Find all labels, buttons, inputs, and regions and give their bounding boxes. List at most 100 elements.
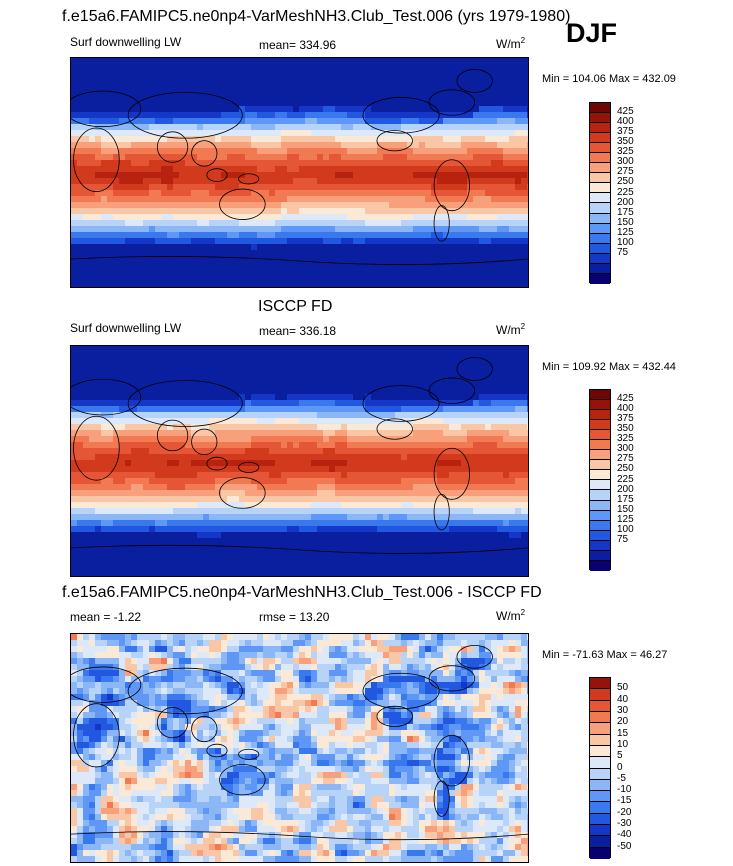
map-cell: [347, 232, 354, 239]
map-cell: [527, 172, 528, 179]
map-cell: [83, 124, 90, 131]
map-cell: [431, 112, 438, 119]
map-cell: [335, 208, 342, 215]
map-cell: [299, 94, 306, 101]
map-cell: [521, 244, 528, 251]
map-cell: [161, 364, 168, 371]
map-cell: [167, 70, 174, 77]
map-cell: [215, 76, 222, 83]
map-cell: [365, 232, 372, 239]
map-cell: [143, 70, 150, 77]
map-cell: [323, 166, 330, 173]
map-cell: [263, 490, 270, 497]
map-cell: [335, 376, 342, 383]
map-cell: [485, 148, 492, 155]
map-cell: [101, 262, 108, 269]
map-cell: [347, 274, 354, 281]
map-cell: [383, 64, 390, 71]
map-cell: [383, 430, 390, 437]
map-cell: [473, 124, 480, 131]
map-cell: [173, 376, 180, 383]
map-cell: [491, 196, 498, 203]
map-cell: [233, 166, 240, 173]
map-cell: [293, 244, 300, 251]
map-cell: [485, 82, 492, 89]
map-cell: [113, 256, 120, 263]
map-cell: [167, 250, 174, 257]
map-cell: [317, 94, 324, 101]
map-cell: [77, 202, 84, 209]
map-cell: [509, 490, 516, 497]
map-cell: [401, 58, 408, 65]
map-cell: [131, 154, 138, 161]
map-cell: [95, 400, 102, 407]
map-cell: [209, 490, 216, 497]
map-cell: [239, 244, 246, 251]
map-cell: [161, 370, 168, 377]
map-cell: [95, 76, 102, 83]
map-cell: [431, 442, 438, 449]
map-cell: [497, 406, 504, 413]
map-cell: [377, 232, 384, 239]
map-cell: [371, 376, 378, 383]
map-cell: [329, 394, 336, 401]
map-cell: [101, 82, 108, 89]
map-cell: [119, 148, 126, 155]
map-cell: [419, 118, 426, 125]
map-cell: [287, 64, 294, 71]
map-cell: [227, 358, 234, 365]
map-cell: [335, 232, 342, 239]
map-cell: [503, 88, 510, 95]
map-cell: [107, 430, 114, 437]
map-cell: [425, 178, 432, 185]
map-cell: [515, 112, 522, 119]
map-cell: [515, 178, 522, 185]
map-cell: [233, 190, 240, 197]
map-cell: [197, 184, 204, 191]
map-cell: [353, 376, 360, 383]
map-cell: [95, 454, 102, 461]
map-cell: [437, 448, 444, 455]
map-cell: [71, 376, 78, 383]
map-cell: [413, 454, 420, 461]
map-cell: [515, 400, 522, 407]
map-cell: [407, 412, 414, 419]
map-cell: [503, 460, 510, 467]
map-cell: [113, 88, 120, 95]
map-cell: [83, 88, 90, 95]
map-cell: [287, 484, 294, 491]
map-cell: [149, 208, 156, 215]
map-cell: [179, 418, 186, 425]
map-cell: [359, 214, 366, 221]
map-cell: [335, 100, 342, 107]
map-cell: [143, 472, 150, 479]
map-cell: [395, 376, 402, 383]
map-cell: [83, 274, 90, 281]
map-cell: [221, 256, 228, 263]
map-cell: [95, 370, 102, 377]
map-cell: [365, 190, 372, 197]
map-cell: [347, 220, 354, 227]
map-cell: [101, 448, 108, 455]
map-cell: [401, 112, 408, 119]
map-cell: [209, 478, 216, 485]
map-cell: [347, 148, 354, 155]
map-cell: [245, 346, 252, 353]
map-cell: [335, 148, 342, 155]
map-cell: [347, 430, 354, 437]
map-cell: [101, 112, 108, 119]
map-cell: [191, 382, 198, 389]
map-cell: [401, 358, 408, 365]
map-cell: [125, 472, 132, 479]
map-cell: [503, 232, 510, 239]
map-cell: [221, 406, 228, 413]
map-cell: [299, 358, 306, 365]
map-cell: [299, 226, 306, 233]
map-cell: [395, 70, 402, 77]
map-cell: [257, 130, 264, 137]
map-cell: [365, 370, 372, 377]
map-cell: [161, 436, 168, 443]
coastline: [376, 130, 413, 152]
map-cell: [395, 400, 402, 407]
map-cell: [503, 472, 510, 479]
